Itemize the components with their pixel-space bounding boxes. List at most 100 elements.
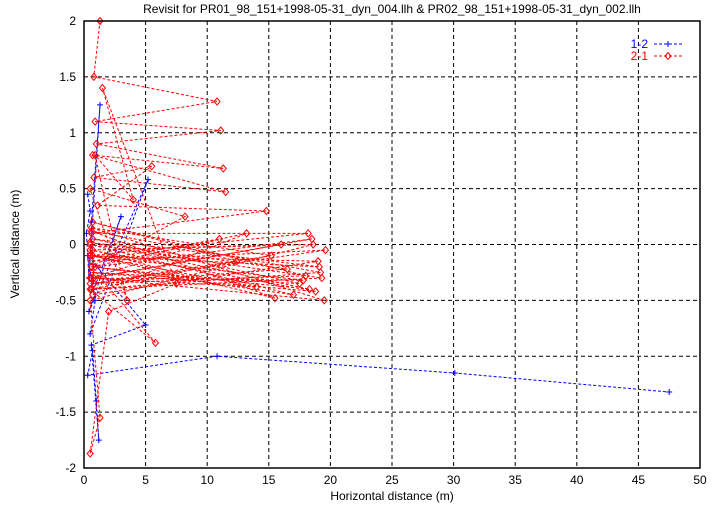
x-tick-label: 10: [201, 473, 215, 487]
data-point-plus: [87, 330, 94, 337]
data-point-plus: [214, 353, 221, 360]
x-tick-label: 25: [385, 473, 399, 487]
data-point-diamond: [305, 284, 314, 294]
data-point-diamond: [88, 245, 97, 255]
data-point-diamond: [314, 256, 322, 266]
data-point-plus: [145, 176, 152, 183]
data-point-diamond: [191, 273, 199, 283]
data-point-diamond: [123, 296, 131, 305]
data-point-diamond: [277, 240, 285, 249]
data-point-diamond: [309, 240, 317, 249]
data-point-diamond: [93, 201, 102, 210]
data-point-diamond: [90, 279, 98, 288]
data-point-diamond: [320, 296, 328, 305]
legend-label: 1-2: [631, 37, 649, 51]
x-tick-label: 50: [693, 473, 707, 487]
data-point-diamond: [289, 290, 298, 300]
data-point-plus: [84, 372, 91, 379]
data-point-diamond: [151, 338, 160, 348]
data-point-diamond: [172, 279, 181, 288]
data-point-diamond: [87, 273, 96, 283]
data-point-plus: [666, 389, 673, 396]
data-point-diamond: [283, 264, 291, 274]
data-point-diamond: [664, 51, 672, 61]
data-point-diamond: [88, 150, 97, 160]
data-point-diamond: [86, 449, 94, 458]
data-point-diamond: [90, 72, 98, 82]
data-point-diamond: [267, 251, 275, 260]
data-point-diamond: [222, 187, 230, 197]
x-tick-label: 0: [81, 473, 88, 487]
data-point-plus: [87, 207, 94, 214]
x-tick-label: 45: [632, 473, 646, 487]
data-point-diamond: [91, 117, 99, 126]
data-point-diamond: [87, 226, 96, 236]
y-tick-label: -1.5: [55, 405, 76, 419]
data-point-plus: [88, 342, 95, 349]
y-tick-label: -0.5: [55, 293, 76, 307]
data-point-diamond: [321, 245, 330, 255]
series-2-1: [86, 16, 330, 458]
data-point-diamond: [181, 212, 189, 221]
data-point-diamond: [86, 184, 94, 193]
data-point-diamond: [87, 262, 96, 272]
data-point-diamond: [262, 206, 270, 216]
data-point-plus: [117, 213, 124, 220]
x-tick-label: 15: [262, 473, 276, 487]
data-point-plus: [84, 191, 91, 198]
data-point-plus: [97, 101, 104, 108]
data-point-diamond: [86, 284, 94, 294]
data-point-diamond: [148, 162, 156, 171]
data-point-diamond: [86, 273, 94, 283]
data-point-diamond: [87, 256, 96, 266]
y-tick-label: 2: [69, 14, 76, 28]
data-point-diamond: [213, 97, 221, 106]
data-point-diamond: [86, 296, 94, 305]
data-point-diamond: [88, 251, 97, 260]
x-tick-label: 20: [324, 473, 338, 487]
x-tick-label: 40: [570, 473, 584, 487]
y-tick-label: -1: [65, 349, 76, 363]
series-line: [88, 20, 326, 454]
data-point-diamond: [299, 275, 307, 285]
x-tick-label: 5: [142, 473, 149, 487]
data-point-diamond: [96, 413, 104, 422]
data-point-diamond: [304, 229, 312, 238]
data-point-diamond: [104, 307, 113, 316]
legend-label: 2-1: [631, 49, 649, 63]
data-point-diamond: [316, 268, 325, 277]
data-point-diamond: [242, 229, 251, 238]
data-point-plus: [142, 321, 149, 328]
data-point-diamond: [129, 195, 137, 205]
data-point-diamond: [86, 245, 94, 255]
data-point-diamond: [271, 293, 279, 303]
legend: 1-22-1: [631, 37, 682, 63]
y-axis-label: Vertical distance (m): [8, 190, 22, 299]
series-1-2: [83, 101, 673, 444]
data-point-plus: [665, 41, 671, 47]
series-line: [85, 104, 670, 441]
y-tick-label: 1: [69, 126, 76, 140]
x-axis-label: Horizontal distance (m): [330, 489, 453, 503]
data-point-plus: [451, 370, 458, 377]
y-tick-label: -2: [65, 461, 76, 475]
grid: [84, 21, 700, 468]
data-point-diamond: [98, 83, 107, 93]
y-tick-label: 0.5: [59, 182, 76, 196]
x-tick-label: 30: [447, 473, 461, 487]
plot-frame: [83, 20, 701, 469]
x-tick-label: 35: [509, 473, 523, 487]
data-point-diamond: [87, 223, 96, 233]
data-point-plus: [95, 437, 102, 444]
data-point-diamond: [219, 164, 227, 173]
data-point-diamond: [233, 256, 241, 266]
data-point-diamond: [96, 16, 104, 26]
data-point-diamond: [92, 139, 100, 149]
y-tick-label: 1.5: [59, 70, 76, 84]
data-point-diamond: [91, 150, 99, 160]
data-point-diamond: [90, 173, 98, 182]
tick-labels: 0 5 10 15 20 25 30 35 40 45 50 -2 -1.5 -1 -0.5 0 0.5 1 1.5…: [55, 14, 707, 487]
series-layer: [83, 16, 673, 458]
data-point-diamond: [252, 282, 261, 292]
